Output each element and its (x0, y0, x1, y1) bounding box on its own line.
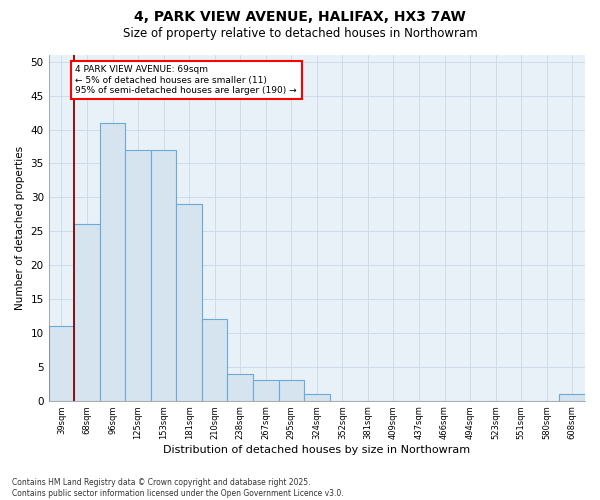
Bar (49, 326, 74, 400)
Bar (253, 380, 278, 400)
Bar (125, 150, 151, 401)
Text: Size of property relative to detached houses in Northowram: Size of property relative to detached ho… (122, 28, 478, 40)
Bar (559, 394, 585, 400)
Bar (100, 123, 125, 400)
Text: 4, PARK VIEW AVENUE, HALIFAX, HX3 7AW: 4, PARK VIEW AVENUE, HALIFAX, HX3 7AW (134, 10, 466, 24)
Bar (176, 204, 202, 400)
Y-axis label: Number of detached properties: Number of detached properties (15, 146, 25, 310)
Text: 4 PARK VIEW AVENUE: 69sqm
← 5% of detached houses are smaller (11)
95% of semi-d: 4 PARK VIEW AVENUE: 69sqm ← 5% of detach… (76, 65, 297, 95)
Bar (278, 380, 304, 400)
Bar (304, 394, 329, 400)
Text: Contains HM Land Registry data © Crown copyright and database right 2025.
Contai: Contains HM Land Registry data © Crown c… (12, 478, 344, 498)
X-axis label: Distribution of detached houses by size in Northowram: Distribution of detached houses by size … (163, 445, 470, 455)
Bar (151, 150, 176, 401)
Bar (227, 374, 253, 400)
Bar (202, 320, 227, 400)
Bar (74, 224, 100, 400)
